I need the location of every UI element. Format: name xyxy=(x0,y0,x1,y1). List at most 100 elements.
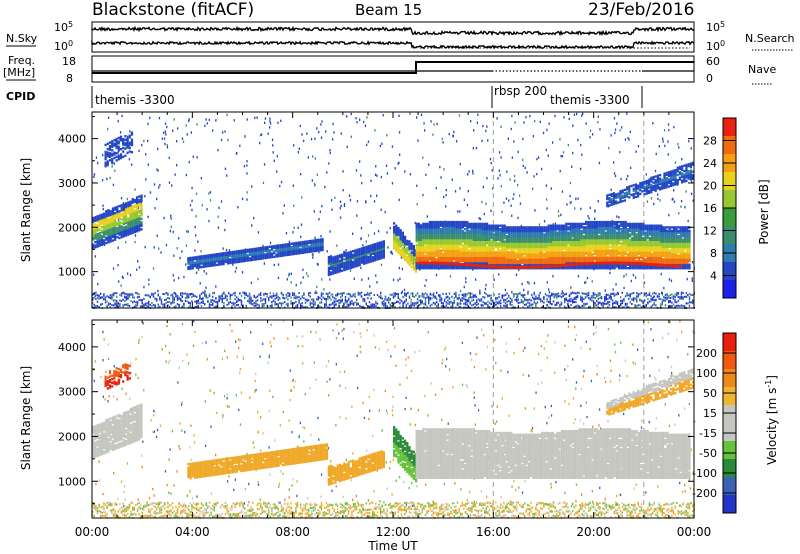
power-echo-blue xyxy=(244,252,247,255)
power-ground-scatter xyxy=(487,305,489,308)
power-echo-ramp xyxy=(406,255,409,259)
power-noise-dot xyxy=(536,172,538,176)
power-echo-blue xyxy=(301,246,304,249)
cpid-label-3: themis -3300 xyxy=(550,93,630,107)
power-echo-main xyxy=(431,235,434,238)
power-ground-scatter xyxy=(272,295,275,297)
power-echo-main xyxy=(417,254,420,257)
power-ground-scatter xyxy=(167,301,169,303)
power-echo-upper xyxy=(122,139,125,143)
power-echo-ramp xyxy=(408,261,411,264)
power-echo-main xyxy=(415,258,418,261)
power-echo-main xyxy=(472,267,475,270)
power-ground-scatter xyxy=(197,304,199,307)
power-echo-main xyxy=(466,233,469,236)
power-echo-main xyxy=(472,244,475,247)
power-echo-upper xyxy=(130,142,134,145)
power-echo-main xyxy=(488,238,491,241)
power-echo-main xyxy=(448,222,451,226)
power-echo-main xyxy=(435,252,438,256)
power-ground-scatter xyxy=(405,298,407,301)
power-echo-main xyxy=(499,263,502,266)
power-echo-blue xyxy=(277,251,280,254)
power-echo-blue-2 xyxy=(354,251,357,254)
power-noise-dot xyxy=(386,134,388,137)
power-echo-main xyxy=(479,247,482,250)
power-echo-blue xyxy=(196,262,199,266)
power-echo-blue-2 xyxy=(356,250,359,253)
power-echo-blue xyxy=(226,262,230,265)
power-echo-blue xyxy=(231,256,234,259)
power-ground-scatter xyxy=(336,294,339,297)
power-noise-dot xyxy=(300,173,302,176)
power-echo-morning xyxy=(129,223,132,227)
power-echo-morning xyxy=(138,198,141,202)
power-echo-blue-2 xyxy=(367,246,370,250)
power-echo-blue-2 xyxy=(374,250,377,253)
power-ground-scatter xyxy=(407,302,409,305)
power-echo-main xyxy=(426,252,429,256)
power-noise-dot xyxy=(220,200,223,203)
power-ground-scatter xyxy=(599,301,601,304)
power-ground-scatter xyxy=(176,303,179,305)
power-noise-dot xyxy=(534,120,536,123)
power-noise-dot xyxy=(576,112,578,116)
power-echo-main xyxy=(477,261,480,265)
power-ground-scatter xyxy=(668,296,670,299)
power-ground-scatter xyxy=(429,293,431,296)
power-ground-scatter xyxy=(372,303,374,306)
power-noise-dot xyxy=(398,161,400,164)
power-echo-blue xyxy=(218,254,221,257)
power-noise-dot xyxy=(329,278,331,281)
power-noise-dot xyxy=(621,126,623,129)
power-ground-scatter xyxy=(213,300,215,303)
power-ground-scatter xyxy=(532,296,534,299)
power-echo-upper xyxy=(111,143,114,147)
power-noise-dot xyxy=(278,296,280,300)
power-noise-dot xyxy=(377,229,380,233)
power-echo-blue-2 xyxy=(338,254,341,257)
power-echo-main xyxy=(417,235,420,238)
power-ground-scatter xyxy=(575,301,577,304)
power-echo-morning xyxy=(103,235,106,239)
power-echo-main xyxy=(426,240,429,243)
power-echo-blue xyxy=(202,256,205,260)
power-noise-dot xyxy=(459,187,461,190)
power-echo-main xyxy=(490,235,493,238)
power-echo-upper xyxy=(108,153,112,157)
power-echo-blue xyxy=(244,249,247,252)
power-echo-blue xyxy=(191,265,194,268)
power-echo-main xyxy=(420,259,423,263)
power-ground-scatter xyxy=(212,295,214,298)
power-ground-scatter xyxy=(648,291,651,294)
power-ground-scatter xyxy=(200,298,203,300)
power-echo-main xyxy=(497,261,500,265)
power-ground-scatter xyxy=(335,297,337,300)
power-ground-scatter xyxy=(240,294,243,297)
power-ground-scatter xyxy=(277,303,279,306)
power-echo-blue-2 xyxy=(352,250,355,253)
power-ground-scatter xyxy=(236,296,238,299)
power-echo-ramp xyxy=(410,246,413,249)
power-echo-main xyxy=(448,247,451,250)
power-echo-morning xyxy=(105,231,108,234)
power-ground-scatter xyxy=(124,292,126,295)
power-echo-blue xyxy=(266,254,269,258)
power-echo-blue xyxy=(306,242,309,245)
power-echo-morning xyxy=(107,218,110,221)
power-ground-scatter xyxy=(344,296,347,299)
power-noise-dot xyxy=(205,118,207,121)
power-ground-scatter xyxy=(205,296,207,299)
power-ground-scatter xyxy=(527,301,529,304)
power-noise-dot xyxy=(554,114,556,118)
power-echo-blue xyxy=(193,265,197,268)
power-ground-scatter xyxy=(474,302,476,305)
power-noise-dot xyxy=(134,234,137,237)
power-echo-blue xyxy=(251,253,254,256)
power-ground-scatter xyxy=(599,293,601,296)
power-noise-dot xyxy=(318,218,320,221)
power-echo-main xyxy=(437,238,440,241)
power-ground-scatter xyxy=(487,300,489,303)
power-noise-dot xyxy=(339,200,342,203)
power-echo-blue xyxy=(211,260,214,264)
